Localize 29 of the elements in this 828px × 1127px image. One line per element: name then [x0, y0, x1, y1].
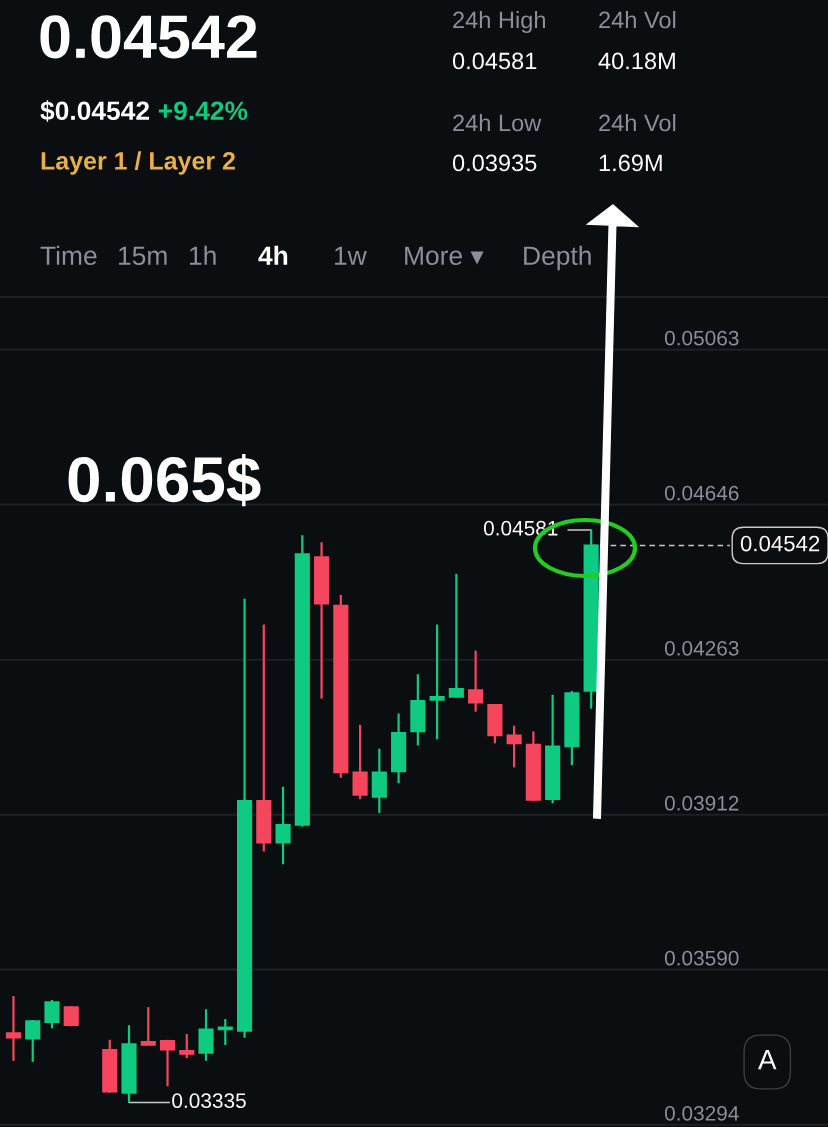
text: Layer 1 / Layer 2 — [41, 151, 235, 175]
text: 4h — [258, 245, 288, 265]
y-tick-label: 0.05063 — [664, 330, 739, 346]
text: 1h — [190, 245, 216, 265]
y-tick-label: 0.04263 — [664, 640, 739, 656]
chart-title: 0.04542 — [40, 15, 257, 59]
annotation: 0.03335 — [172, 1093, 246, 1109]
y-tick-label: 0.03912 — [664, 795, 739, 811]
text: 24h Vol — [599, 114, 676, 132]
y-tick-label: 0.03590 — [664, 950, 739, 966]
text: 24h High — [453, 11, 545, 33]
y-tick-label: 0.03294 — [664, 1105, 739, 1121]
y-tick-label: 0.04646 — [664, 485, 739, 501]
text: 15m — [119, 246, 167, 266]
text: More ▾ — [405, 246, 484, 266]
text: A — [758, 1050, 777, 1070]
text: 1.69M — [599, 154, 662, 172]
ref-line-label: 0.04542 — [740, 535, 820, 552]
text: 0.04581 — [452, 52, 537, 70]
text: 0.03935 — [452, 154, 537, 172]
text: $0.04542 — [40, 100, 150, 122]
text: 40.18M — [598, 52, 675, 70]
text: 1w — [335, 246, 367, 265]
text: Time — [40, 245, 97, 266]
annotation: 0.065$ — [68, 454, 261, 507]
text: Depth — [524, 245, 591, 271]
text: +9.42% — [158, 101, 248, 121]
text: 24h Low — [453, 114, 542, 132]
text: 24h Vol — [599, 11, 676, 29]
